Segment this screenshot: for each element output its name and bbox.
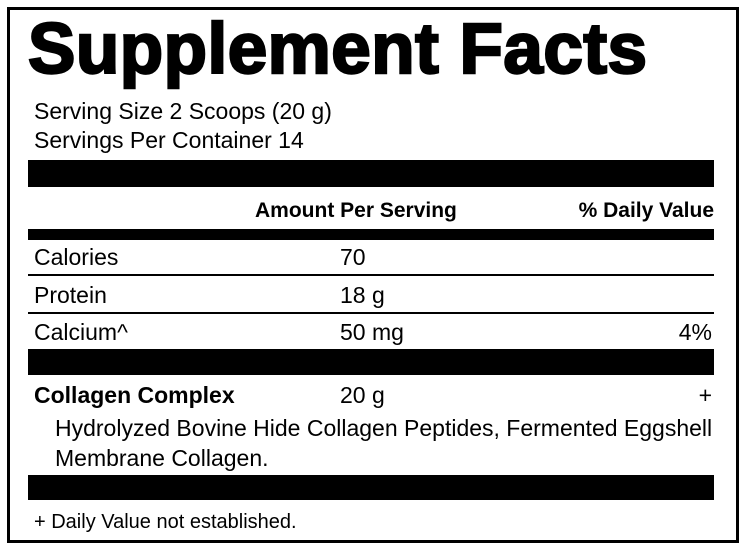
nutrient-amount: 50 mg	[340, 319, 404, 345]
servings-per-container: Servings Per Container 14	[34, 127, 304, 153]
nutrient-label: Protein	[34, 282, 107, 308]
nutrient-amount: 18 g	[340, 282, 385, 308]
thick-bar	[28, 160, 714, 187]
blend-daily: +	[698, 382, 712, 408]
title: Supplement Facts	[27, 10, 648, 89]
nutrient-amount: 70	[340, 244, 366, 270]
thick-bar	[28, 349, 714, 375]
serving-size: Serving Size 2 Scoops (20 g)	[34, 98, 332, 124]
column-header: % Daily Value	[578, 199, 714, 222]
nutrient-label: Calories	[34, 244, 119, 270]
thick-bar	[28, 475, 714, 500]
blend-amount: 20 g	[340, 382, 385, 408]
nutrient-label: Calcium^	[34, 319, 128, 345]
column-header: Amount Per Serving	[255, 199, 457, 222]
thick-bar	[28, 229, 714, 240]
row-rule	[28, 312, 714, 314]
label-frame	[7, 7, 739, 543]
nutrient-daily: 4%	[678, 319, 712, 345]
footnote: + Daily Value not established.	[34, 511, 297, 533]
blend-name: Collagen Complex	[34, 382, 235, 408]
row-rule	[28, 274, 714, 276]
ingredients: Hydrolyzed Bovine Hide Collagen Peptides…	[55, 415, 713, 471]
